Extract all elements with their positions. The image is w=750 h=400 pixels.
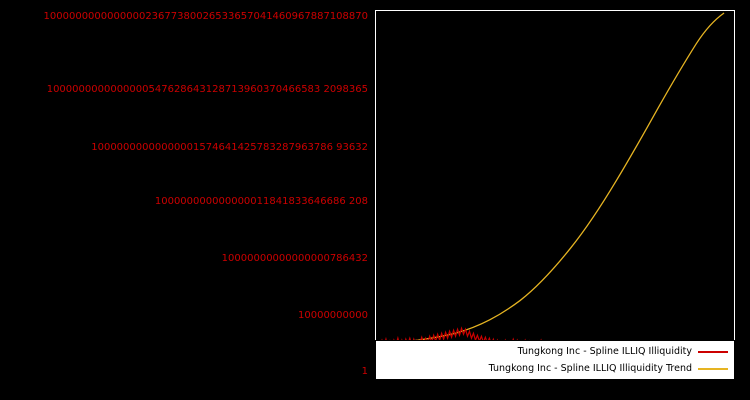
y-tick-label: 1000000000000000547628643128713960370466… [46,84,368,95]
y-tick-label: 100000000000000011841833646686 208 [154,196,368,207]
legend: Tungkong Inc - Spline ILLIQ Illiquidity … [375,340,735,380]
y-tick-label: 10000000000000001574641425783287963786 9… [91,142,368,153]
legend-swatch-illiquidity [698,350,728,353]
plot-area [375,10,735,380]
legend-swatch-trend [698,367,728,370]
y-tick-label: 1 [361,366,368,377]
legend-entry: Tungkong Inc - Spline ILLIQ Illiquidity [376,343,734,360]
y-axis-tick-labels: 1000000000000000236773800265336570414609… [0,0,368,400]
legend-label: Tungkong Inc - Spline ILLIQ Illiquidity … [488,363,692,374]
y-tick-label: 10000000000 [298,310,368,321]
series-trend-line [377,12,725,345]
legend-entry: Tungkong Inc - Spline ILLIQ Illiquidity … [376,360,734,377]
legend-label: Tungkong Inc - Spline ILLIQ Illiquidity [517,346,692,357]
plot-svg [377,12,725,353]
y-tick-label: 10000000000000000786432 [221,253,368,264]
y-tick-label: 1000000000000000236773800265336570414609… [43,11,368,22]
